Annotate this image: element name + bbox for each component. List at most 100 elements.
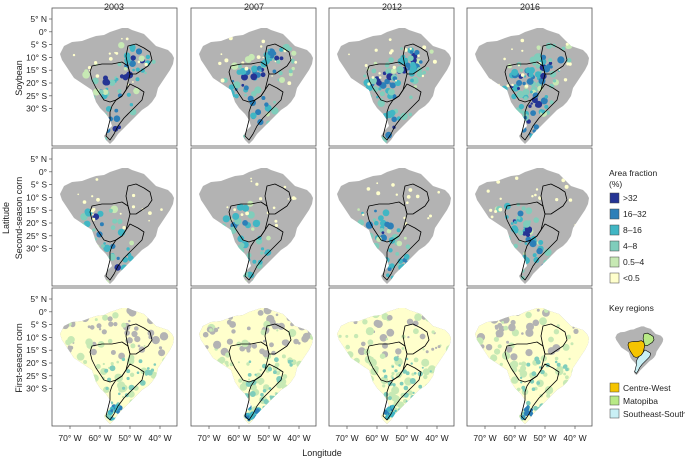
map-panel-first-season-corn-2007 [190,287,317,427]
legend-title-unit: (%) [609,179,622,189]
row-label-first-season-corn: First-season corn [14,323,24,393]
panel-frame [328,287,455,427]
col-label-2016: 2016 [520,2,540,12]
col-label-2003: 2003 [104,2,124,12]
key-regions-legend: Key regions Centre-West Matopiba Southeast… [609,303,685,419]
legend-label: 16–32 [623,209,647,219]
latitude-tick-label: 20° S [26,218,47,228]
latitude-tick-label: 0° [39,307,47,317]
panel-frame [466,287,593,427]
latitude-tick-label: 20° S [26,358,47,368]
legend-swatch [609,272,620,284]
longitude-tick-label: 70° W [58,433,81,443]
col-label-2012: 2012 [382,2,402,12]
longitude-tick-label: 70° W [197,433,220,443]
legend-swatch [609,192,620,204]
latitude-tick-label: 15° S [26,65,47,75]
map-panels [51,7,593,427]
latitude-tick-label: 30° S [26,104,47,114]
longitude-tick-label: 50° W [395,433,418,443]
y-axis-label: Latitude [1,202,11,234]
legend-label: 4–8 [623,241,637,251]
key-region-swatch [609,408,620,419]
panel-frame [466,7,593,147]
legend-label: >32 [623,193,638,203]
map-panel-second-season-corn-2007 [190,147,317,287]
map-panel-soybean-2007 [190,7,317,147]
latitude-tick-label: 20° S [26,78,47,88]
panel-frame [190,7,317,147]
longitude-tick-label: 60° W [365,433,388,443]
x-axis-label: Longitude [302,448,342,458]
latitude-tick-label: 25° S [26,91,47,101]
latitude-tick-label: 5° S [31,320,47,330]
longitude-tick-label: 50° W [118,433,141,443]
latitude-tick-label: 5° N [30,14,47,24]
latitude-tick-label: 5° N [30,154,47,164]
longitude-tick-label: 50° W [257,433,280,443]
panel-frame [190,287,317,427]
longitude-tick-label: 50° W [533,433,556,443]
latitude-tick-label: 0° [39,27,47,37]
panel-frame [466,147,593,287]
panel-frame [190,147,317,287]
latitude-tick-label: 30° S [26,384,47,394]
map-panel-first-season-corn-2012 [328,287,455,427]
latitude-tick-label: 30° S [26,244,47,254]
map-panel-second-season-corn-2003 [51,147,178,287]
latitude-tick-label: 10° S [26,52,47,62]
col-label-2007: 2007 [244,2,264,12]
legend-swatch [609,208,620,220]
latitude-tick-label: 15° S [26,205,47,215]
legend-label: 8–16 [623,225,642,235]
map-panel-second-season-corn-2016 [466,147,593,287]
longitude-tick-label: 60° W [503,433,526,443]
legend-label: 0.5–4 [623,257,645,267]
latitude-tick-label: 10° S [26,332,47,342]
longitude-tick-label: 60° W [88,433,111,443]
latitude-tick-label: 5° S [31,40,47,50]
map-panel-first-season-corn-2016 [466,287,593,427]
longitude-tick-label: 60° W [227,433,250,443]
latitude-tick-label: 15° S [26,345,47,355]
panel-frame [51,147,178,287]
legend-swatch [609,224,620,236]
panel-frame [51,7,178,147]
key-region-swatch [609,395,620,406]
map-panel-first-season-corn-2003 [51,287,178,427]
longitude-tick-label: 40° W [425,433,448,443]
map-panel-soybean-2003 [51,7,178,147]
latitude-tick-label: 25° S [26,231,47,241]
latitude-tick-label: 10° S [26,192,47,202]
panel-frame [328,147,455,287]
longitude-tick-label: 70° W [335,433,358,443]
area-fraction-legend: Area fraction (%) >32 16–32 8–16 4–8 0.5–4 <0… [609,168,657,284]
key-region-label: Centre-West [623,383,671,393]
map-panel-second-season-corn-2012 [328,147,455,287]
legend-title: Area fraction [609,168,657,178]
legend-swatch [609,256,620,268]
row-label-soybean: Soybean [14,60,24,96]
longitude-tick-label: 40° W [287,433,310,443]
map-panel-soybean-2016 [466,7,593,147]
longitude-tick-label: 40° W [563,433,586,443]
key-region-swatch [609,382,620,393]
key-region-label: Southeast-South [623,409,685,419]
latitude-tick-label: 5° N [30,294,47,304]
panel-frame [51,287,178,427]
longitude-ticks: 70° W 60° W 50° W 40° W 70° W 60° W 50° W 40° W… [58,426,587,443]
legend-swatch [609,240,620,252]
longitude-tick-label: 40° W [148,433,171,443]
longitude-tick-label: 70° W [473,433,496,443]
map-panel-soybean-2012 [328,7,455,147]
key-region-label: Matopiba [623,396,658,406]
key-regions-inset-map [615,326,664,376]
latitude-tick-label: 25° S [26,371,47,381]
key-regions-title: Key regions [609,303,654,313]
latitude-tick-label: 5° S [31,180,47,190]
row-label-second-season-corn: Second-season corn [14,177,24,260]
latitude-ticks: 5° N 0° 5° S 10° S 15° S 20° S 25° S 30° S 5° N 0… [26,14,52,394]
latitude-tick-label: 0° [39,167,47,177]
panel-frame [328,7,455,147]
